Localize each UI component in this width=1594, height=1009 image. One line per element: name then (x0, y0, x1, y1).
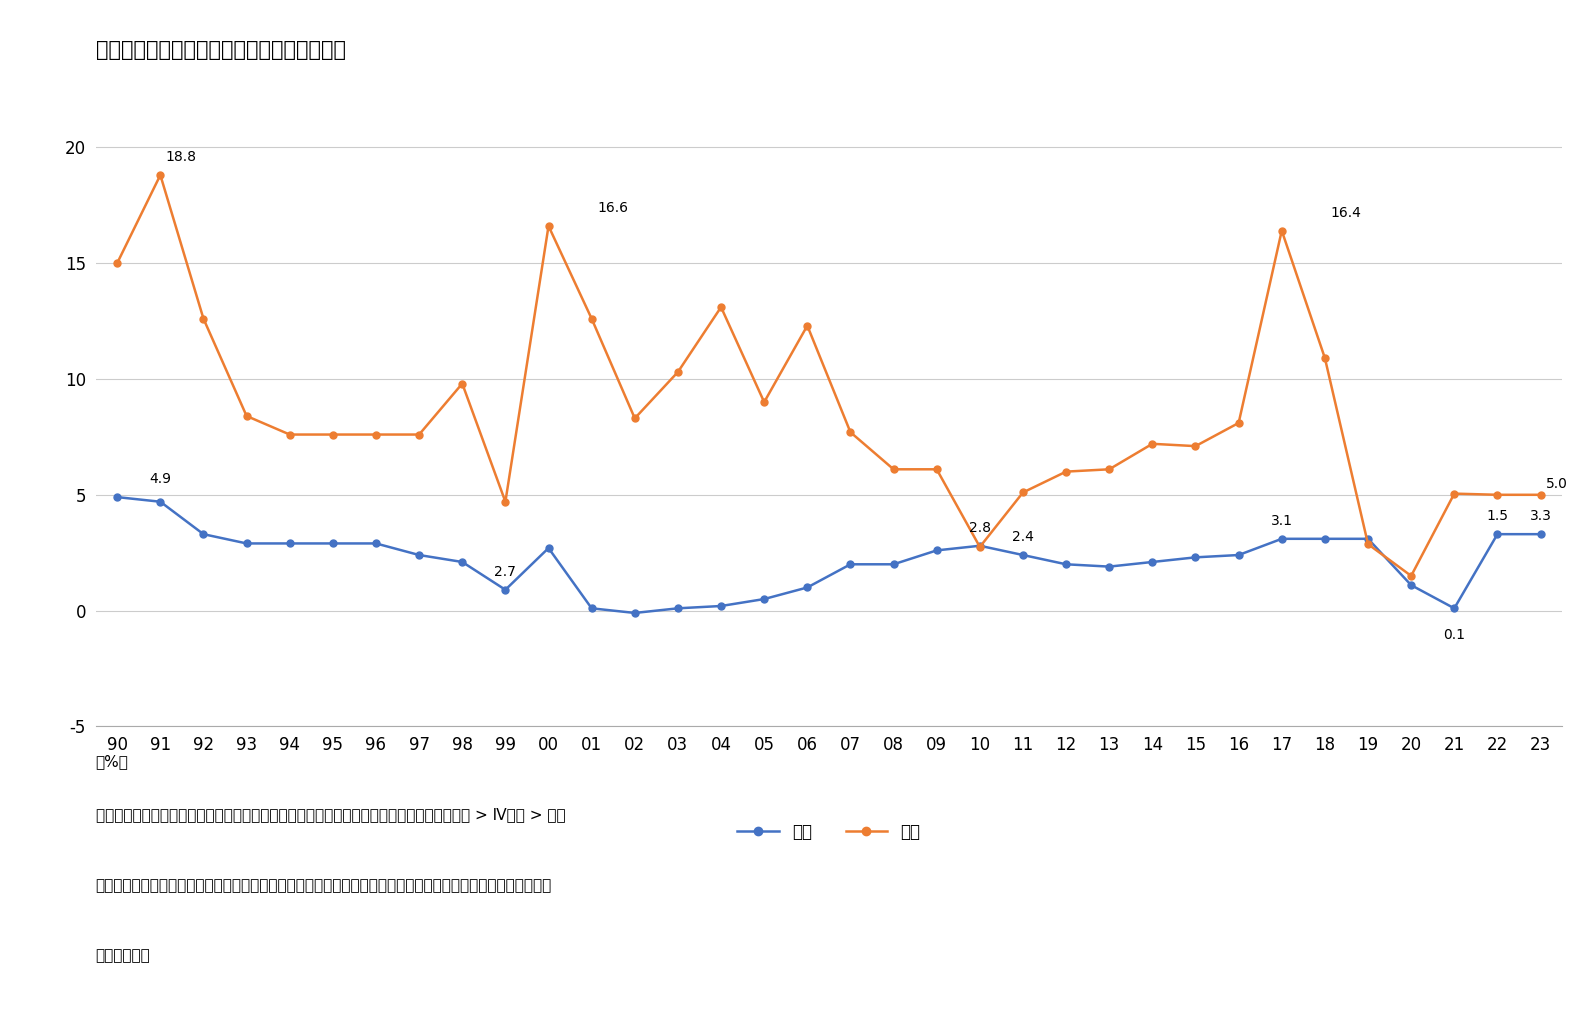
韓国 (1143, 438, 1162, 450)
韓国 (453, 377, 472, 389)
韓国 (281, 429, 300, 441)
日本 (151, 495, 171, 508)
日本 (194, 528, 214, 540)
Text: 4.9: 4.9 (150, 472, 171, 486)
韓国 (1057, 465, 1076, 477)
韓国 (754, 397, 773, 409)
Text: 5.0: 5.0 (1546, 476, 1568, 490)
日本 (1530, 528, 1549, 540)
日本 (668, 602, 687, 614)
Line: 韓国: 韓国 (113, 172, 1545, 579)
韓国 (324, 429, 343, 441)
Text: 0.1: 0.1 (1443, 628, 1465, 642)
日本 (625, 606, 644, 619)
日本 (324, 538, 343, 550)
韓国 (1272, 225, 1291, 237)
日本 (797, 581, 816, 593)
韓国 (1014, 486, 1033, 498)
韓国 (1530, 488, 1549, 500)
Text: 16.6: 16.6 (598, 201, 628, 215)
韓国 (238, 410, 257, 422)
Text: 1.5: 1.5 (1487, 510, 1508, 523)
韓国 (194, 313, 214, 325)
韓国 (971, 541, 990, 553)
Text: 2.8: 2.8 (969, 521, 991, 535)
韓国 (1100, 463, 1119, 475)
韓国 (582, 313, 601, 325)
日本 (1315, 533, 1334, 545)
日本 (711, 600, 730, 612)
日本 (971, 540, 990, 552)
韓国 (496, 495, 515, 508)
韓国 (1229, 417, 1248, 429)
Text: 3.3: 3.3 (1530, 510, 1551, 523)
日本 (1487, 528, 1506, 540)
韓国 (539, 220, 558, 232)
韓国 (625, 413, 644, 425)
韓国 (410, 429, 429, 441)
Text: 16.4: 16.4 (1331, 206, 1361, 220)
韓国 (1401, 570, 1420, 582)
日本 (496, 584, 515, 596)
日本 (238, 538, 257, 550)
韓国 (151, 169, 171, 181)
日本 (885, 558, 904, 570)
日本 (367, 538, 386, 550)
日本 (539, 542, 558, 554)
Text: 2.7: 2.7 (494, 565, 516, 579)
日本 (928, 544, 947, 556)
日本 (1057, 558, 1076, 570)
日本 (281, 538, 300, 550)
日本 (1401, 579, 1420, 591)
韓国 (108, 257, 128, 269)
Text: 3.1: 3.1 (1270, 514, 1293, 528)
Text: 2.4: 2.4 (1012, 530, 1035, 544)
韓国 (1487, 488, 1506, 500)
韓国 (842, 426, 861, 438)
韓国 (885, 463, 904, 475)
日本 (1272, 533, 1291, 545)
日本 (1100, 561, 1119, 573)
Line: 日本: 日本 (113, 493, 1545, 616)
日本 (1358, 533, 1377, 545)
韓国 (928, 463, 947, 475)
日本 (1229, 549, 1248, 561)
Text: 18.8: 18.8 (166, 150, 198, 163)
韓国 (711, 301, 730, 313)
Text: 最低賃金」、厚生労働省「地域別最低賃金改定状況」各年、韓国：最低賃金委員会「年度別最低賃金決定現況」: 最低賃金」、厚生労働省「地域別最低賃金改定状況」各年、韓国：最低賃金委員会「年度… (96, 878, 552, 893)
日本 (842, 558, 861, 570)
日本 (410, 549, 429, 561)
日本 (1014, 549, 1033, 561)
韓国 (1315, 352, 1334, 364)
韓国 (668, 366, 687, 378)
韓国 (797, 320, 816, 332)
Text: （%）: （%） (96, 755, 129, 769)
韓国 (1444, 487, 1463, 499)
日本 (582, 602, 601, 614)
日本 (754, 593, 773, 605)
日本 (1444, 602, 1463, 614)
Text: 日韓における最低賃金の対前年比引き上げ率: 日韓における最低賃金の対前年比引き上げ率 (96, 40, 346, 61)
Text: 出所）日本：独立行政法人労働政策研究・研修機構「早わかり　グラフでみる長期労働統計 > Ⅳ賃金 > 図３: 出所）日本：独立行政法人労働政策研究・研修機構「早わかり グラフでみる長期労働統… (96, 807, 566, 822)
韓国 (367, 429, 386, 441)
Text: より筆者作成: より筆者作成 (96, 948, 150, 964)
日本 (1186, 551, 1205, 563)
日本 (1143, 556, 1162, 568)
Legend: 日本, 韓国: 日本, 韓国 (730, 816, 928, 848)
日本 (108, 491, 128, 503)
韓国 (1186, 440, 1205, 452)
日本 (453, 556, 472, 568)
韓国 (1358, 538, 1377, 550)
